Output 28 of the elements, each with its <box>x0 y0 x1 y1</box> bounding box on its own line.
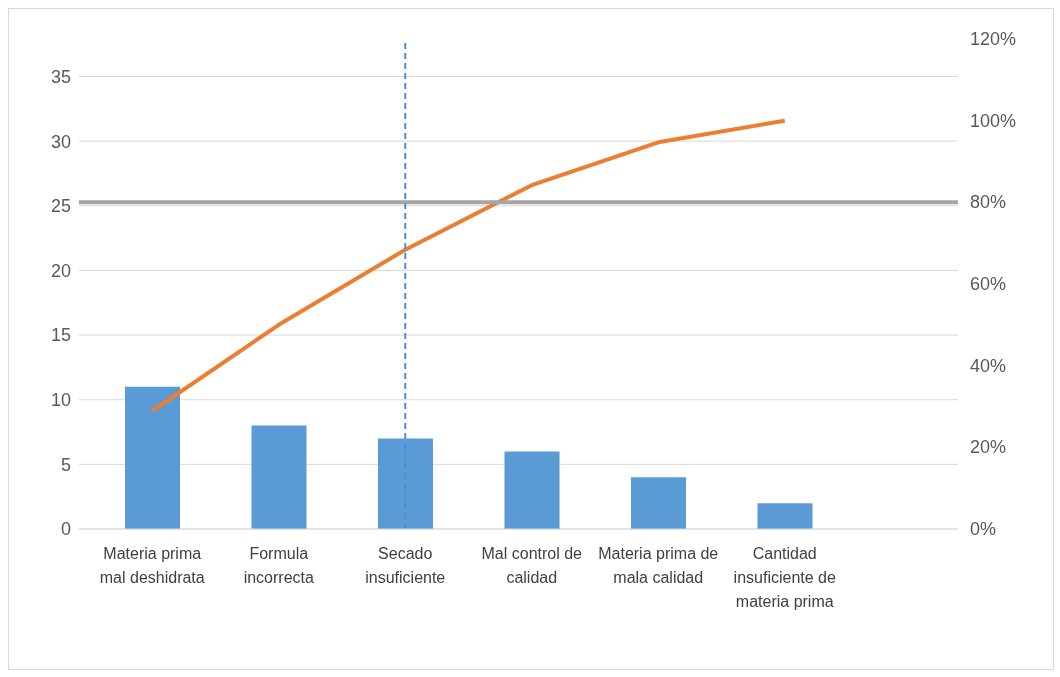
line-series <box>150 118 787 413</box>
x-tick-label: Formula incorrecta <box>243 545 314 586</box>
y2-tick-label: 0% <box>970 519 997 539</box>
y2-tick-label: 80% <box>970 192 1007 213</box>
y-tick-label: 10 <box>50 390 71 411</box>
x-tick-label: Cantidad insuficiente de materia prima <box>733 545 836 610</box>
y2-tick-label: 120% <box>970 29 1017 49</box>
y-tick-label: 20 <box>50 260 71 281</box>
y2-tick-label: 100% <box>970 110 1017 131</box>
bar <box>251 425 307 529</box>
y-tick-label: 5 <box>60 454 71 475</box>
y2-tick-label: 40% <box>970 355 1007 376</box>
y2-tick-label: 60% <box>970 274 1007 294</box>
bar <box>757 503 813 529</box>
y-tick-label: 0 <box>60 519 71 540</box>
y-tick-label: 25 <box>50 196 71 217</box>
bar <box>125 386 180 529</box>
bar <box>378 438 433 529</box>
bar <box>504 451 560 529</box>
y2-tick-label: 20% <box>970 437 1007 458</box>
x-tick-label: Materia prima de mala calidad <box>598 545 719 586</box>
y-tick-label: 30 <box>50 131 71 152</box>
bar <box>631 477 686 529</box>
x-tick-label: Secado insuficiente <box>365 545 446 586</box>
y-tick-label: 15 <box>50 325 71 346</box>
x-tick-label: Materia prima mal deshidrata <box>99 545 205 586</box>
y-tick-label: 35 <box>50 66 71 87</box>
x-tick-label: Mal control de calidad <box>481 545 583 586</box>
